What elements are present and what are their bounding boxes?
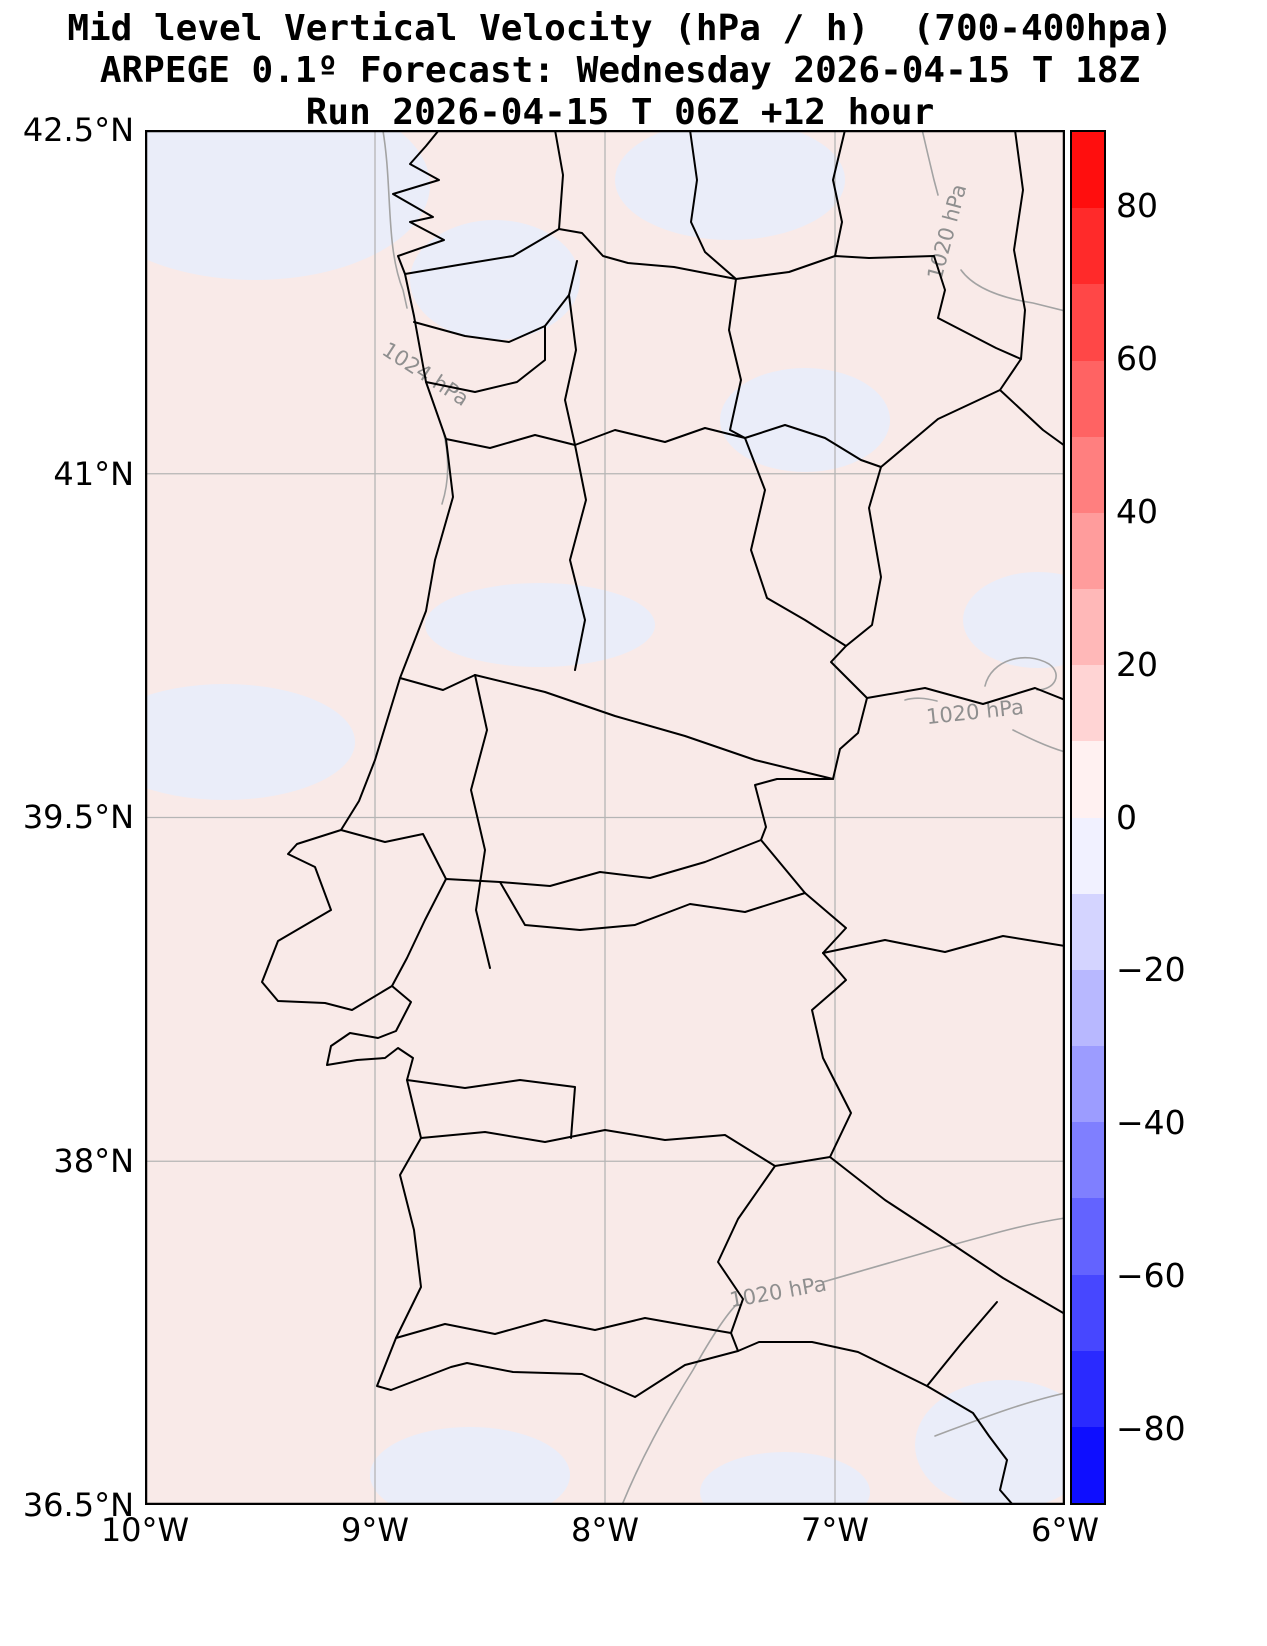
- colorbar-segment: [1072, 817, 1104, 894]
- x-tick-label: 10°W: [100, 1511, 190, 1549]
- y-tick-label: 41°N: [53, 455, 134, 493]
- negative-velocity-patch: [370, 1427, 570, 1523]
- colorbar-segment: [1072, 893, 1104, 970]
- negative-velocity-patch: [425, 583, 655, 667]
- colorbar-tick-label: 0: [1116, 797, 1137, 837]
- district-boundaries: [340, 260, 882, 1339]
- negative-velocity-patch: [915, 1380, 1095, 1510]
- negative-velocity-patch: [80, 90, 430, 280]
- chart-title: Mid level Vertical Velocity (hPa / h) (7…: [67, 8, 1173, 49]
- negative-velocity-patch: [615, 120, 845, 240]
- colorbar-segment: [1072, 1122, 1104, 1199]
- map-svg: 1024 hPa 1020 hPa 1020 hPa 1020 hPa: [80, 90, 1113, 1532]
- x-tick-label: 6°W: [1031, 1511, 1099, 1549]
- colorbar-segment: [1072, 1046, 1104, 1123]
- province-boundaries: [554, 129, 1066, 1387]
- y-tick-label: 36.5°N: [22, 1486, 134, 1524]
- colorbar-segment: [1072, 1198, 1104, 1275]
- colorbar-segment: [1072, 208, 1104, 285]
- colorbar-segment: [1072, 512, 1104, 590]
- colorbar: [1070, 130, 1106, 1505]
- colorbar-tick-label: −20: [1116, 950, 1186, 990]
- colorbar-segment: [1072, 1426, 1104, 1504]
- colorbar-segment: [1072, 741, 1104, 818]
- x-tick-label: 7°W: [801, 1511, 869, 1549]
- colorbar-segment: [1072, 132, 1104, 209]
- y-tick-label: 42.5°N: [22, 111, 134, 149]
- colorbar-segment: [1072, 360, 1104, 437]
- x-tick-label: 8°W: [571, 1511, 639, 1549]
- colorbar-tick-label: 20: [1116, 644, 1158, 684]
- coastline-path: [261, 129, 1014, 1506]
- colorbar-segment: [1072, 1274, 1104, 1351]
- chart-subtitle: ARPEGE 0.1º Forecast: Wednesday 2026-04-…: [99, 50, 1141, 91]
- colorbar-segment: [1072, 969, 1104, 1047]
- negative-velocity-patch: [95, 684, 355, 800]
- y-tick-label: 38°N: [53, 1142, 134, 1180]
- colorbar-tick-label: 80: [1116, 186, 1158, 226]
- colorbar-tick-label: −60: [1116, 1255, 1186, 1295]
- colorbar-tick-label: −40: [1116, 1103, 1186, 1143]
- lat-lon-gridlines: [145, 130, 1065, 1505]
- colorbar-segment: [1072, 284, 1104, 361]
- colorbar-tick-label: 40: [1116, 491, 1158, 531]
- y-tick-label: 39.5°N: [22, 798, 134, 836]
- negative-velocity-patch: [410, 220, 580, 340]
- portugal-spain-border: [404, 228, 1022, 1352]
- negative-velocity-patch: [720, 368, 890, 472]
- chart-run-line: Run 2026-04-15 T 06Z +12 hour: [305, 92, 935, 133]
- colorbar-segment: [1072, 1350, 1104, 1427]
- colorbar-segment: [1072, 436, 1104, 513]
- plot-frame: [144, 129, 1066, 1506]
- colorbar-tick-label: −80: [1116, 1408, 1186, 1448]
- coastline-and-boundaries: [261, 129, 1066, 1506]
- x-tick-label: 9°W: [341, 1511, 409, 1549]
- colorbar-segment: [1072, 589, 1104, 666]
- colorbar-tick-label: 60: [1116, 339, 1158, 379]
- map-plot-area: 1024 hPa 1020 hPa 1020 hPa 1020 hPa: [80, 90, 1113, 1532]
- colorbar-segment: [1072, 665, 1104, 742]
